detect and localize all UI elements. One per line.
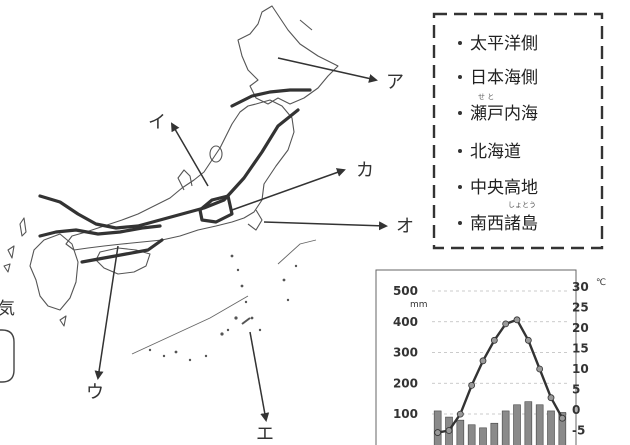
legend-ruby-setouchi: せ と <box>478 93 494 101</box>
temp-tick-label: 15 <box>572 342 589 356</box>
legend-item-setouchi: 瀬戸内海 <box>470 104 538 124</box>
boundary-hokkaido <box>230 88 312 108</box>
label-a: ア <box>386 72 404 93</box>
legend-bullets <box>458 41 462 225</box>
arrow-ka <box>231 168 346 211</box>
chart-gridlines <box>432 290 568 415</box>
precip-bar <box>456 419 465 445</box>
precip-bar <box>524 401 533 445</box>
temp-axis: -5 0 5 10 15 20 25 30 <box>572 280 589 438</box>
temp-point <box>490 336 498 344</box>
boundary-setouchi-south <box>80 238 164 264</box>
arrow-e <box>249 331 270 422</box>
temp-tick-label: 20 <box>572 321 589 335</box>
arrow-u <box>94 245 119 380</box>
label-u: ウ <box>86 382 104 403</box>
climate-chart: 100 200 300 400 500 -5 0 5 10 15 20 25 30 mm ℃ <box>375 269 606 445</box>
temp-point <box>434 429 442 436</box>
arrow-o <box>263 221 388 231</box>
precip-tick-label: 200 <box>393 376 418 390</box>
precip-unit: mm <box>410 300 428 310</box>
temp-point <box>513 316 521 324</box>
cropped-left-char: 気 <box>0 299 15 319</box>
precip-bar <box>467 424 476 445</box>
temp-point <box>536 365 544 373</box>
precip-bar <box>558 412 567 445</box>
temp-point <box>547 394 555 402</box>
legend-box: 太平洋側 日本海側 せ と 瀬戸内海 北海道 中央高地 しょとう 南西諸島 <box>432 12 604 250</box>
precip-bars <box>433 401 567 445</box>
arrow-i <box>170 122 209 187</box>
cropped-left-box <box>0 329 15 383</box>
arrow-a <box>277 57 378 83</box>
temp-point <box>445 427 453 434</box>
honshu-outline <box>65 99 295 251</box>
hokkaido-outline <box>237 5 339 105</box>
legend-item-central-highland: 中央高地 <box>470 178 538 198</box>
temp-point <box>468 381 476 389</box>
temp-unit: ℃ <box>596 278 606 288</box>
shikoku-outline <box>95 247 151 275</box>
precip-bar <box>479 427 487 445</box>
temp-tick-label: 5 <box>572 383 580 397</box>
precip-bar <box>547 410 555 445</box>
precip-axis: 100 200 300 400 500 <box>393 284 418 421</box>
precip-tick-label: 400 <box>393 315 418 329</box>
temp-point <box>524 336 532 344</box>
temp-point <box>558 414 566 422</box>
temp-tick-label: 25 <box>572 301 589 315</box>
temp-point <box>479 357 487 365</box>
temp-tick-label: 30 <box>572 280 589 294</box>
temp-line <box>434 316 566 436</box>
legend-item-sea-of-japan: 日本海側 <box>470 68 538 88</box>
precip-bar <box>490 422 499 445</box>
precip-tick-label: 300 <box>393 346 418 360</box>
temp-tick-label: -5 <box>572 424 585 438</box>
label-i: イ <box>148 112 166 133</box>
precip-tick-label: 500 <box>393 284 418 298</box>
temp-tick-label: 10 <box>572 362 589 376</box>
precip-bar <box>513 404 521 445</box>
precip-bar <box>433 410 442 445</box>
label-e: エ <box>256 424 274 445</box>
boundary-pacific-sea-of-japan <box>38 108 300 230</box>
precip-bar <box>535 404 544 445</box>
temp-tick-label: 0 <box>572 403 580 417</box>
label-o: オ <box>396 216 414 237</box>
kyushu-outline <box>29 233 79 311</box>
legend-item-nansei-islands: 南西諸島 <box>470 214 538 234</box>
precip-bar <box>501 410 510 445</box>
label-ka: カ <box>356 160 374 181</box>
boundary-setouchi-north <box>38 224 162 238</box>
temp-point <box>502 320 510 328</box>
legend-ruby-shotou: しょとう <box>508 201 536 209</box>
legend-item-hokkaido: 北海道 <box>470 142 521 162</box>
boundary-central-highland <box>198 194 234 224</box>
temp-point <box>456 410 464 418</box>
legend-item-pacific: 太平洋側 <box>470 34 538 54</box>
precip-tick-label: 100 <box>393 407 418 421</box>
